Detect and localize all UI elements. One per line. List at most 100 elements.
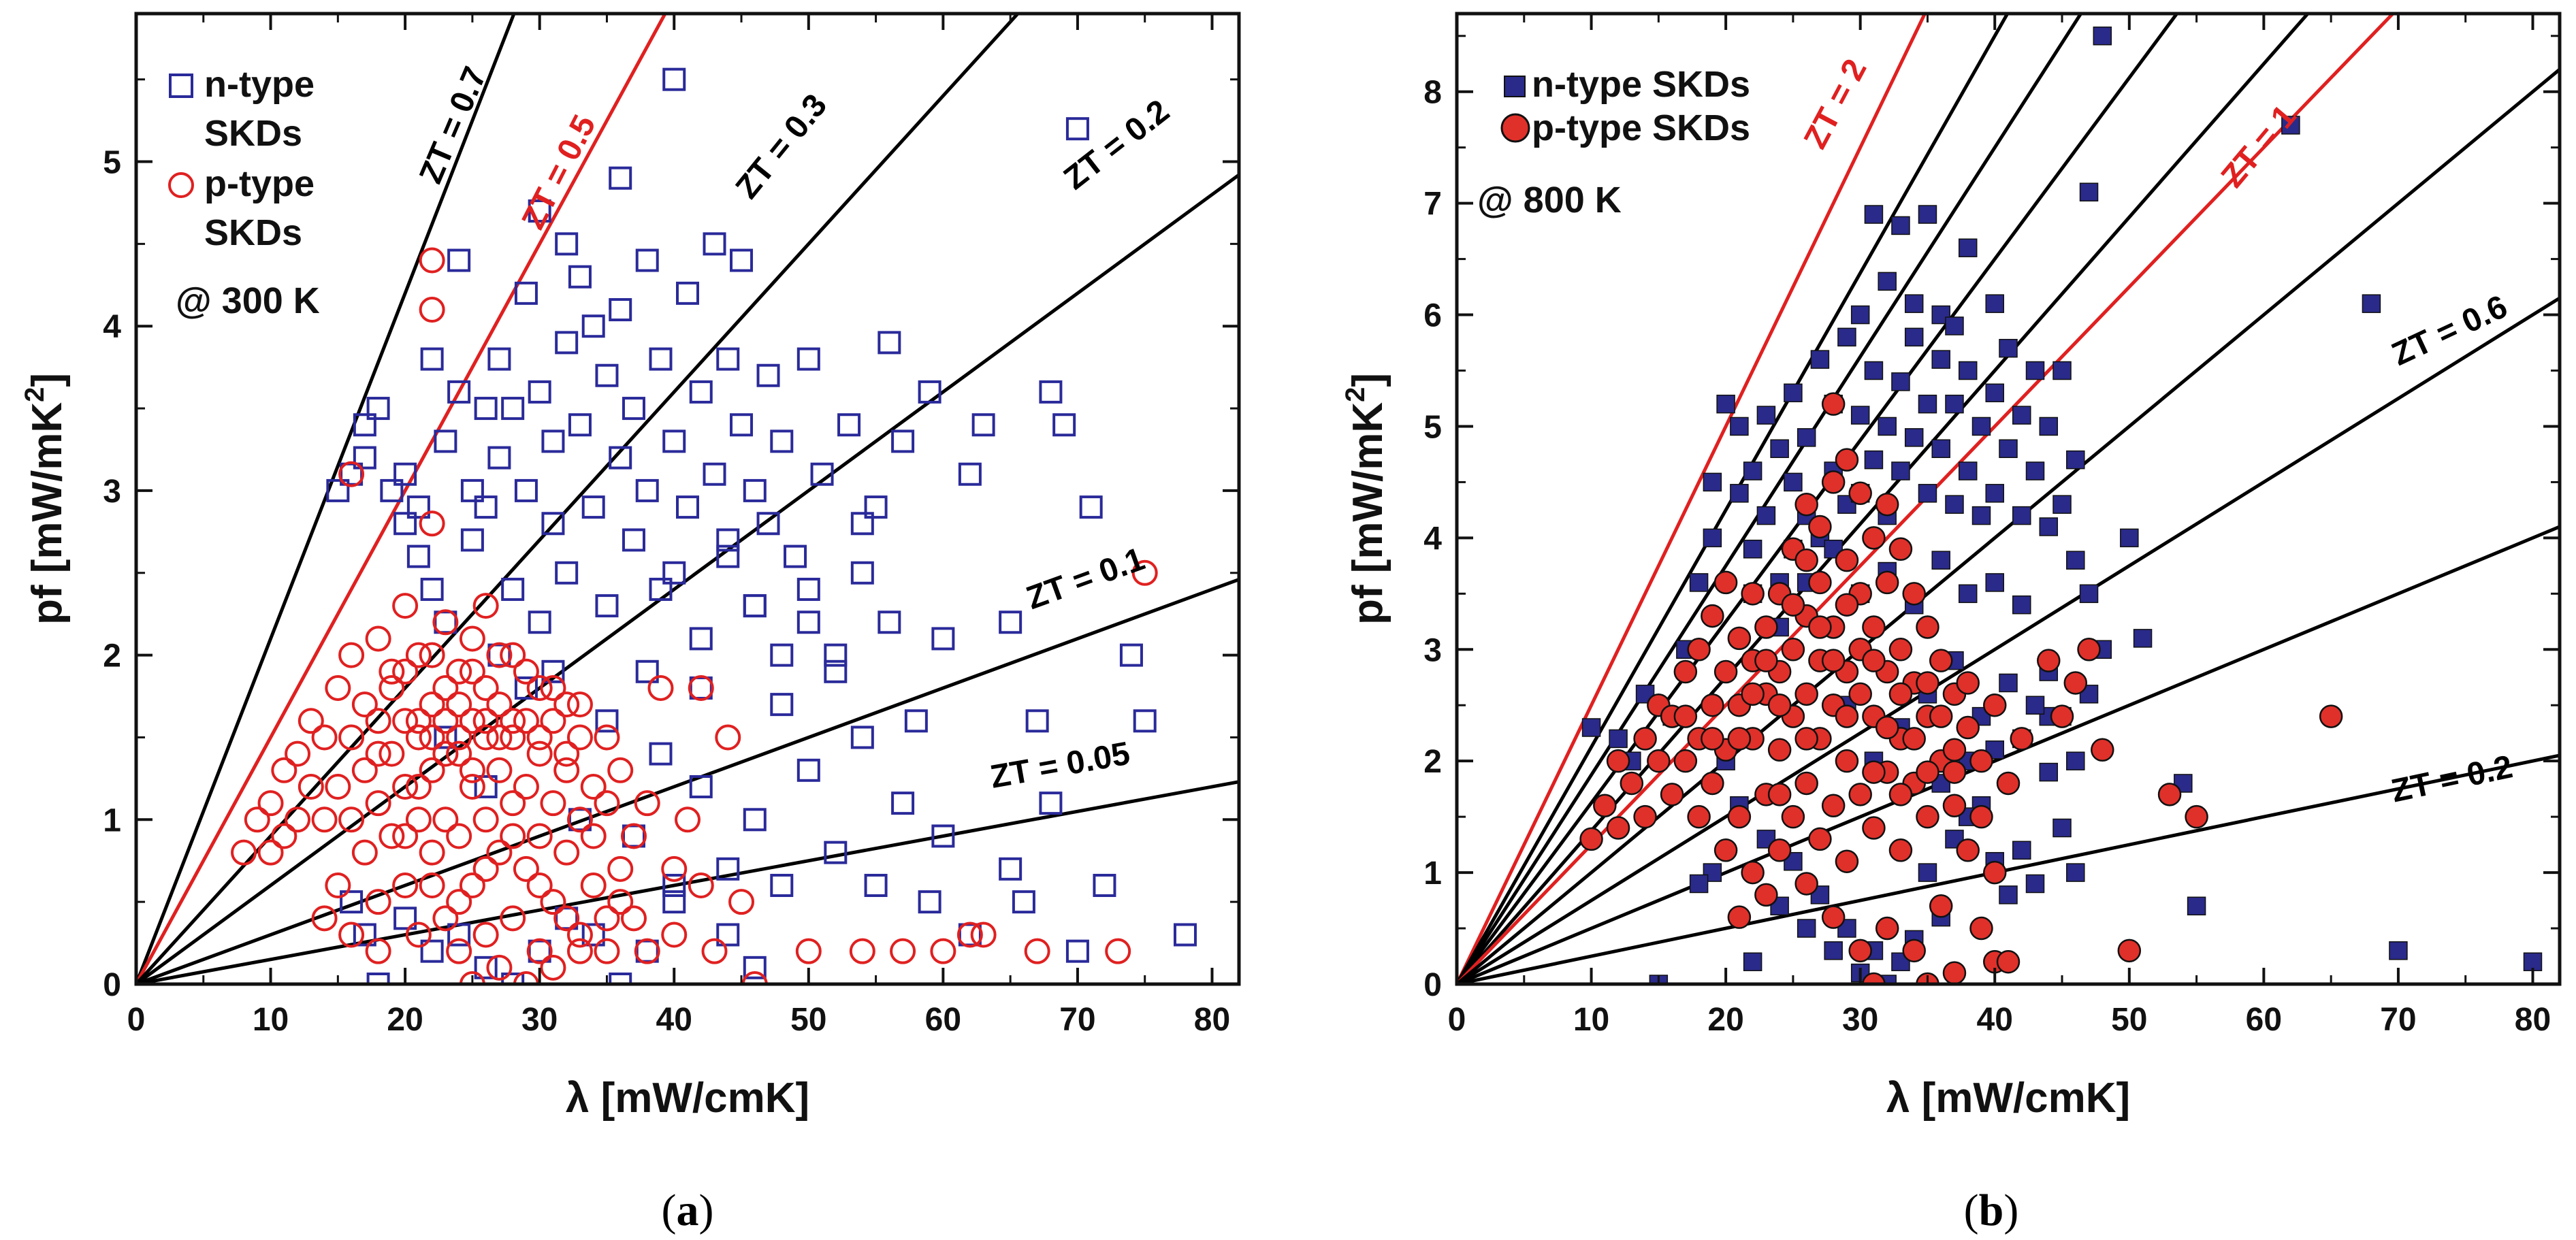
data-point bbox=[2052, 495, 2072, 514]
data-point bbox=[1835, 749, 1859, 773]
data-point bbox=[405, 724, 432, 751]
data-point bbox=[1713, 838, 1738, 862]
data-point bbox=[662, 873, 686, 897]
data-point bbox=[2025, 696, 2045, 715]
data-point bbox=[607, 889, 634, 915]
data-point bbox=[2079, 182, 2099, 202]
data-point bbox=[2052, 361, 2072, 380]
data-point bbox=[1743, 461, 1762, 480]
data-point bbox=[338, 461, 365, 487]
data-point bbox=[420, 939, 444, 963]
data-point bbox=[620, 823, 647, 849]
data-point bbox=[2093, 27, 2112, 46]
data-point bbox=[285, 740, 311, 767]
series-p-type bbox=[231, 247, 1158, 984]
data-point bbox=[1918, 394, 1937, 414]
data-point bbox=[2362, 294, 2381, 313]
data-point bbox=[1835, 448, 1859, 472]
data-point bbox=[1985, 294, 2004, 313]
data-point bbox=[1891, 372, 1910, 391]
data-point bbox=[891, 429, 915, 453]
data-point bbox=[446, 889, 472, 915]
data-point bbox=[432, 806, 459, 833]
data-point bbox=[1956, 838, 1980, 862]
data-point bbox=[406, 544, 430, 568]
data-point bbox=[958, 462, 982, 486]
data-point bbox=[1743, 952, 1762, 971]
data-point bbox=[1131, 559, 1158, 586]
data-point bbox=[541, 659, 565, 683]
data-point bbox=[2120, 528, 2139, 548]
zt-label: ZT = 0.3 bbox=[729, 88, 835, 206]
data-point bbox=[2039, 517, 2059, 536]
data-point bbox=[1821, 794, 1846, 817]
zt-line bbox=[1457, 525, 2560, 984]
data-point bbox=[526, 823, 553, 849]
legend-p-label: p-type SKDs bbox=[1532, 108, 1750, 148]
data-point bbox=[1862, 526, 1886, 550]
data-point bbox=[716, 347, 740, 371]
y-tick-label: 8 bbox=[1423, 75, 1442, 111]
data-point bbox=[1821, 649, 1846, 672]
data-point bbox=[365, 790, 391, 817]
data-point bbox=[1875, 916, 1899, 941]
data-point bbox=[420, 347, 444, 371]
zt-label: ZT = 0.05 bbox=[988, 736, 1133, 796]
data-point bbox=[849, 938, 875, 964]
x-tick-label: 0 bbox=[127, 1002, 146, 1038]
data-point bbox=[2185, 804, 2208, 829]
data-point bbox=[2133, 629, 2153, 648]
y-tick-label: 2 bbox=[1423, 744, 1442, 780]
x-tick-label: 50 bbox=[2111, 1002, 2147, 1038]
data-point bbox=[540, 889, 566, 915]
data-point bbox=[1916, 671, 1939, 695]
y-axis-label-close: ] bbox=[24, 373, 71, 387]
data-point bbox=[474, 774, 498, 798]
data-point bbox=[1794, 492, 1818, 517]
zt-line bbox=[1457, 14, 2010, 984]
data-point bbox=[392, 872, 419, 898]
zt-label: ZT = 0.6 bbox=[2387, 289, 2513, 373]
data-point bbox=[1593, 794, 1617, 817]
data-point bbox=[1835, 849, 1859, 873]
x-tick-label: 70 bbox=[2380, 1002, 2416, 1038]
y-tick-label: 3 bbox=[1423, 632, 1442, 668]
x-tick-label: 70 bbox=[1059, 1002, 1095, 1038]
data-point bbox=[1835, 704, 1859, 728]
data-point bbox=[434, 725, 457, 749]
data-point bbox=[271, 823, 297, 849]
series-p-type bbox=[1579, 392, 2343, 984]
data-point bbox=[1848, 682, 1872, 706]
y-tick-label: 4 bbox=[1423, 521, 1442, 557]
data-point bbox=[958, 923, 982, 947]
data-point bbox=[1969, 804, 1993, 829]
data-point bbox=[297, 708, 324, 734]
data-point bbox=[540, 790, 566, 817]
data-point bbox=[1794, 548, 1818, 572]
data-point bbox=[514, 676, 538, 700]
data-point bbox=[1606, 749, 1630, 773]
data-point bbox=[1996, 949, 2020, 974]
data-point bbox=[500, 642, 526, 668]
data-point bbox=[1878, 272, 1897, 291]
data-point bbox=[379, 674, 405, 701]
data-point bbox=[2523, 952, 2543, 971]
data-point bbox=[472, 921, 499, 948]
panel-caption: (a) bbox=[662, 1186, 714, 1235]
data-point bbox=[581, 923, 605, 947]
data-point bbox=[918, 380, 941, 404]
data-point bbox=[568, 413, 592, 437]
data-point bbox=[460, 478, 484, 502]
plot-area bbox=[1457, 14, 2560, 984]
data-point bbox=[2037, 649, 2061, 672]
data-point bbox=[1741, 860, 1765, 885]
data-point bbox=[459, 872, 485, 898]
data-point bbox=[2187, 896, 2206, 916]
data-point bbox=[1689, 573, 1709, 592]
data-point bbox=[730, 248, 754, 272]
data-point bbox=[2319, 704, 2343, 728]
data-point bbox=[1808, 827, 1832, 851]
data-point bbox=[513, 708, 539, 734]
zt-line bbox=[136, 14, 1020, 984]
data-point bbox=[1093, 873, 1116, 897]
